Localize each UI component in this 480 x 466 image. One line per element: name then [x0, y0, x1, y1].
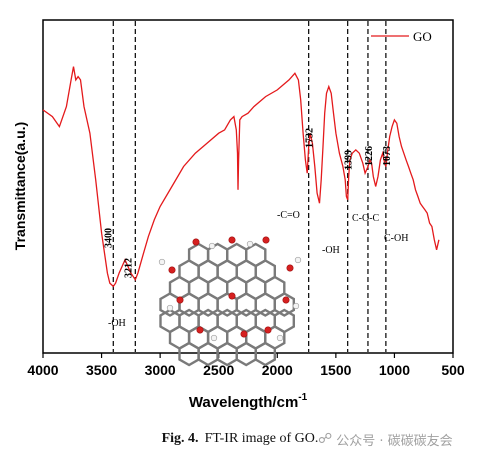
wechat-icon: ☍	[318, 431, 333, 447]
peak-label-3212: 3212	[123, 258, 134, 278]
caption-text: FT-IR image of GO.	[204, 431, 319, 446]
oxygen-atom	[228, 236, 236, 244]
hydrogen-atom	[292, 302, 300, 310]
watermark-text: 公众号 · 碳碳碳友会	[336, 433, 453, 449]
molecule-ring	[254, 341, 276, 367]
oxygen-atom	[168, 266, 176, 274]
peak-label-1073: 1073	[382, 146, 393, 166]
molecule-ring	[178, 341, 200, 367]
molecule-ring	[273, 292, 295, 317]
x-tick-label: 500	[441, 362, 465, 378]
hydrogen-atom	[294, 256, 302, 264]
x-tick-label: 4000	[27, 362, 58, 378]
oxygen-atom	[196, 326, 204, 334]
caption-label: Fig. 4.	[161, 431, 199, 446]
peak-label-1732: 1732	[305, 128, 316, 148]
oxygen-atom	[228, 292, 236, 300]
x-axis-ticks: 4000 3500 3000 2500 2000 1500 1000 500	[27, 353, 465, 378]
hydrogen-atom	[210, 334, 218, 342]
x-tick-label: 1000	[379, 362, 410, 378]
x-axis-title: Wavelength/cm-1	[189, 392, 308, 411]
annotation-oh-2: -OH	[322, 245, 340, 256]
molecule-ring	[235, 292, 257, 317]
hydrogen-atom	[208, 242, 216, 250]
hydrogen-atom	[246, 240, 254, 248]
peak-label-3400: 3400	[103, 228, 114, 248]
reference-lines	[112, 21, 387, 352]
x-tick-label: 1500	[320, 362, 351, 378]
x-tick-label: 2000	[262, 362, 293, 378]
x-tick-label: 3500	[86, 362, 117, 378]
peak-labels: 3400 3212 1732 1399 1226 1073	[103, 128, 393, 278]
plot-frame	[42, 19, 454, 354]
oxygen-atom	[192, 238, 200, 246]
legend-label-go: GO	[413, 29, 432, 44]
annotation-c-o: -C=O	[277, 210, 300, 221]
molecule-ring	[178, 292, 200, 317]
hydrogen-atom	[158, 258, 166, 266]
annotation-c-oh: C-OH	[384, 233, 408, 244]
hydrogen-atom	[276, 334, 284, 342]
graphene-oxide-molecule-icon	[158, 236, 302, 367]
molecule-ring	[159, 292, 181, 317]
x-axis-title-superscript: -1	[298, 392, 307, 403]
oxygen-atom	[282, 296, 290, 304]
peak-label-1399: 1399	[344, 150, 355, 170]
molecule-ring	[254, 292, 276, 317]
legend: GO	[371, 29, 432, 44]
x-axis-title-main: Wavelength/cm	[189, 394, 298, 411]
figure-caption: Fig. 4. FT-IR image of GO.	[0, 424, 480, 454]
oxygen-atom	[286, 264, 294, 272]
series-line-go	[42, 66, 440, 288]
x-tick-label: 3000	[145, 362, 176, 378]
oxygen-atom	[264, 326, 272, 334]
oxygen-atom	[176, 296, 184, 304]
hydrogen-atom	[166, 304, 174, 312]
molecule-ring	[197, 292, 219, 317]
annotation-oh-1: -OH	[108, 318, 126, 329]
y-axis-title: Transmittance(a.u.)	[12, 122, 28, 250]
peak-label-1226: 1226	[364, 146, 375, 166]
oxygen-atom	[240, 330, 248, 338]
molecule-ring	[235, 341, 257, 367]
watermark: ☍ 公众号 · 碳碳碳友会	[318, 428, 468, 450]
annotation-c-o-c: C-O-C	[352, 213, 380, 224]
oxygen-atom	[262, 236, 270, 244]
